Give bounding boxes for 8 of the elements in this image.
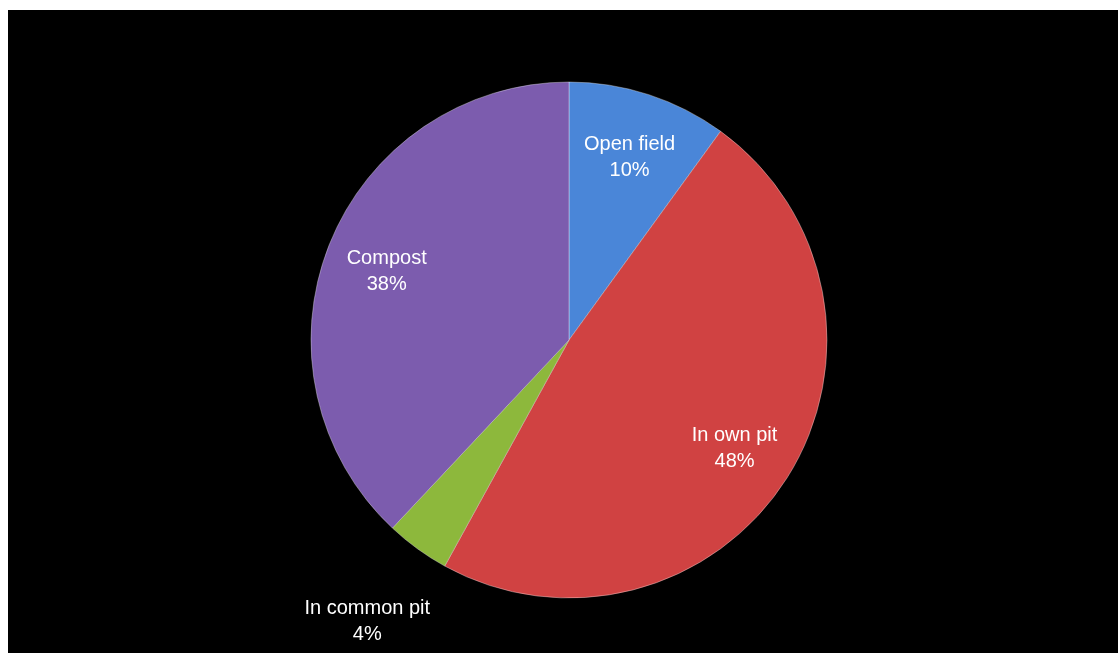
data-label: 4%	[352, 621, 382, 644]
slice-label: Compost	[346, 245, 428, 268]
slice-label: Open field	[584, 131, 676, 154]
data-label: 38%	[366, 271, 407, 294]
slice-label: In common pit	[304, 595, 431, 618]
slice-label: In own pit	[691, 423, 778, 446]
data-label: 48%	[714, 449, 755, 472]
data-label: 10%	[609, 157, 650, 180]
